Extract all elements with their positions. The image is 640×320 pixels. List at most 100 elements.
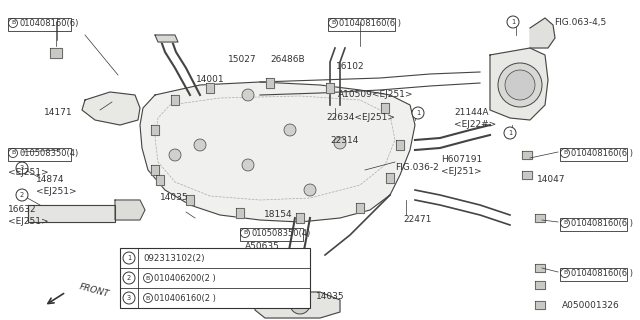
Text: 22634<EJ251>: 22634<EJ251> bbox=[326, 113, 395, 122]
Text: B: B bbox=[146, 295, 150, 300]
Text: 2: 2 bbox=[127, 275, 131, 281]
Text: 2: 2 bbox=[20, 192, 24, 198]
Circle shape bbox=[123, 252, 135, 264]
Text: 010408160(6): 010408160(6) bbox=[19, 19, 78, 28]
Text: 1: 1 bbox=[511, 19, 515, 25]
Circle shape bbox=[8, 148, 17, 157]
Text: 010408160(6 ): 010408160(6 ) bbox=[571, 149, 633, 158]
Circle shape bbox=[16, 189, 28, 201]
Polygon shape bbox=[266, 78, 274, 88]
Text: B: B bbox=[563, 150, 567, 156]
Bar bbox=[328, 18, 395, 31]
Polygon shape bbox=[155, 35, 178, 42]
Circle shape bbox=[561, 148, 570, 157]
Text: 092313102(2): 092313102(2) bbox=[143, 253, 205, 262]
Bar bbox=[560, 148, 627, 161]
Polygon shape bbox=[156, 175, 164, 185]
Bar bbox=[560, 268, 627, 281]
Circle shape bbox=[143, 293, 152, 302]
Circle shape bbox=[194, 139, 206, 151]
Text: 010408160(6 ): 010408160(6 ) bbox=[571, 219, 633, 228]
Circle shape bbox=[505, 70, 535, 100]
Text: 16102: 16102 bbox=[336, 62, 365, 71]
Text: 010406160(2 ): 010406160(2 ) bbox=[154, 293, 216, 302]
Circle shape bbox=[561, 268, 570, 277]
Polygon shape bbox=[381, 103, 389, 113]
Polygon shape bbox=[186, 195, 194, 205]
Polygon shape bbox=[530, 18, 555, 48]
Text: 16632: 16632 bbox=[8, 205, 36, 214]
Text: A50635: A50635 bbox=[245, 242, 280, 251]
Bar bbox=[560, 218, 627, 231]
Circle shape bbox=[16, 162, 28, 174]
Polygon shape bbox=[522, 151, 532, 159]
Text: 1: 1 bbox=[508, 130, 512, 136]
Polygon shape bbox=[326, 83, 334, 93]
Text: 3: 3 bbox=[20, 165, 24, 171]
Text: B: B bbox=[11, 20, 15, 26]
Polygon shape bbox=[535, 281, 545, 289]
Polygon shape bbox=[396, 140, 404, 150]
Text: 14874: 14874 bbox=[36, 175, 65, 184]
Polygon shape bbox=[356, 203, 364, 213]
Bar bbox=[8, 148, 71, 161]
Text: B: B bbox=[243, 230, 247, 236]
Text: B: B bbox=[563, 220, 567, 226]
Circle shape bbox=[123, 272, 135, 284]
Text: 010508350(4): 010508350(4) bbox=[251, 229, 310, 238]
Polygon shape bbox=[490, 48, 548, 120]
Text: 14035: 14035 bbox=[316, 292, 344, 301]
Circle shape bbox=[290, 294, 310, 314]
Text: A050001326: A050001326 bbox=[563, 301, 620, 310]
Circle shape bbox=[169, 149, 181, 161]
Circle shape bbox=[507, 16, 519, 28]
Text: <EJ251>: <EJ251> bbox=[8, 168, 49, 177]
Circle shape bbox=[8, 19, 17, 28]
Text: 14001: 14001 bbox=[196, 75, 225, 84]
Polygon shape bbox=[255, 292, 340, 318]
Text: 14035: 14035 bbox=[160, 193, 189, 202]
Text: <EJ251>: <EJ251> bbox=[441, 167, 482, 176]
Text: 15027: 15027 bbox=[228, 55, 257, 64]
Text: 18154: 18154 bbox=[264, 210, 292, 219]
Polygon shape bbox=[115, 200, 145, 220]
Text: FIG.036-2: FIG.036-2 bbox=[395, 163, 439, 172]
Text: H607191: H607191 bbox=[441, 155, 483, 164]
Circle shape bbox=[241, 228, 250, 237]
Text: B: B bbox=[11, 150, 15, 156]
Text: FRONT: FRONT bbox=[78, 282, 110, 299]
Polygon shape bbox=[535, 214, 545, 222]
Text: <EJ251>: <EJ251> bbox=[36, 187, 77, 196]
Text: 1: 1 bbox=[127, 255, 131, 261]
Polygon shape bbox=[151, 125, 159, 135]
Text: 21144A: 21144A bbox=[454, 108, 488, 117]
Polygon shape bbox=[151, 165, 159, 175]
Polygon shape bbox=[522, 171, 532, 179]
Text: 22314: 22314 bbox=[330, 136, 358, 145]
Polygon shape bbox=[140, 82, 415, 222]
Bar bbox=[120, 248, 310, 308]
Text: 14171: 14171 bbox=[44, 108, 72, 117]
Circle shape bbox=[304, 184, 316, 196]
Text: A10509<EJ251>: A10509<EJ251> bbox=[338, 90, 413, 99]
Text: 010408160(6 ): 010408160(6 ) bbox=[339, 19, 401, 28]
Text: 22471: 22471 bbox=[403, 215, 431, 224]
Text: 010508350(4): 010508350(4) bbox=[19, 149, 78, 158]
Polygon shape bbox=[206, 83, 214, 93]
Circle shape bbox=[123, 292, 135, 304]
Circle shape bbox=[242, 89, 254, 101]
Circle shape bbox=[561, 219, 570, 228]
Polygon shape bbox=[171, 95, 179, 105]
Polygon shape bbox=[296, 213, 304, 223]
Polygon shape bbox=[386, 173, 394, 183]
Circle shape bbox=[328, 19, 337, 28]
Bar bbox=[240, 228, 303, 241]
Circle shape bbox=[498, 63, 542, 107]
Text: 26486B: 26486B bbox=[270, 55, 305, 64]
Text: <EJ22#>: <EJ22#> bbox=[454, 120, 496, 129]
Circle shape bbox=[504, 127, 516, 139]
Circle shape bbox=[412, 107, 424, 119]
Text: B: B bbox=[146, 276, 150, 281]
Circle shape bbox=[284, 124, 296, 136]
Circle shape bbox=[334, 137, 346, 149]
